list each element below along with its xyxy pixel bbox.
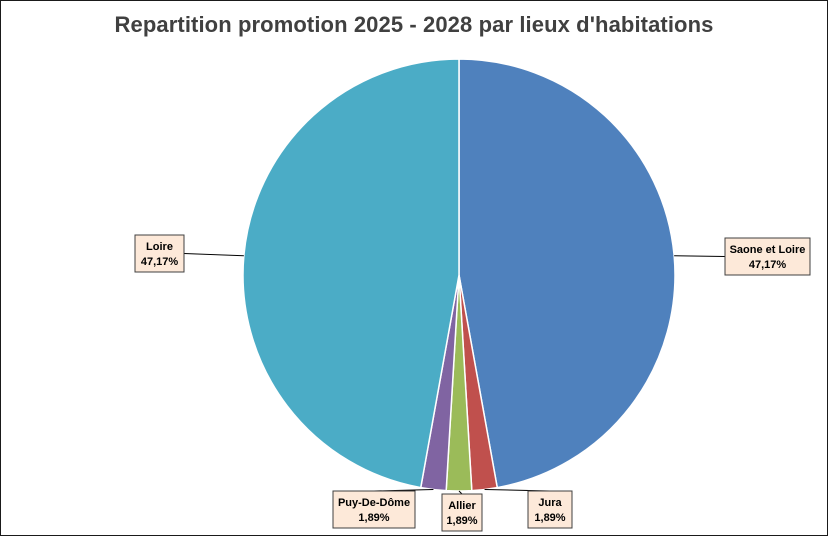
data-label-name: Loire: [146, 241, 173, 253]
data-label-name: Saone et Loire: [730, 244, 806, 256]
data-label-name: Jura: [538, 497, 562, 509]
data-label-name: Allier: [448, 500, 476, 512]
data-label-saone-et-loire: Saone et Loire 47,17%: [724, 237, 811, 276]
data-label-box: [332, 490, 416, 529]
data-label-box: [134, 234, 185, 273]
pie-slice-loire: [242, 58, 460, 489]
pie-slice-saone-et-loire: [458, 58, 676, 489]
data-label-jura: Jura 1,89%: [527, 490, 573, 529]
data-label-name: Puy-De-Dôme: [338, 497, 410, 509]
data-label-value: 47,17%: [141, 256, 179, 268]
data-label-puy-de-dome: Puy-De-Dôme 1,89%: [332, 490, 416, 529]
leader-line-saone-et-loire: [674, 255, 726, 257]
data-label-box: [527, 490, 573, 529]
data-label-allier: Allier 1,89%: [441, 493, 483, 532]
data-label-value: 47,17%: [749, 259, 787, 271]
leader-line-loire: [183, 253, 244, 257]
data-label-value: 1,89%: [446, 515, 477, 527]
chart-title: Repartition promotion 2025 - 2028 par li…: [114, 12, 714, 37]
data-label-value: 1,89%: [534, 512, 565, 524]
data-label-loire: Loire 47,17%: [134, 234, 185, 273]
data-label-value: 1,89%: [358, 512, 389, 524]
data-label-box: [724, 237, 811, 276]
data-label-box: [441, 493, 483, 532]
